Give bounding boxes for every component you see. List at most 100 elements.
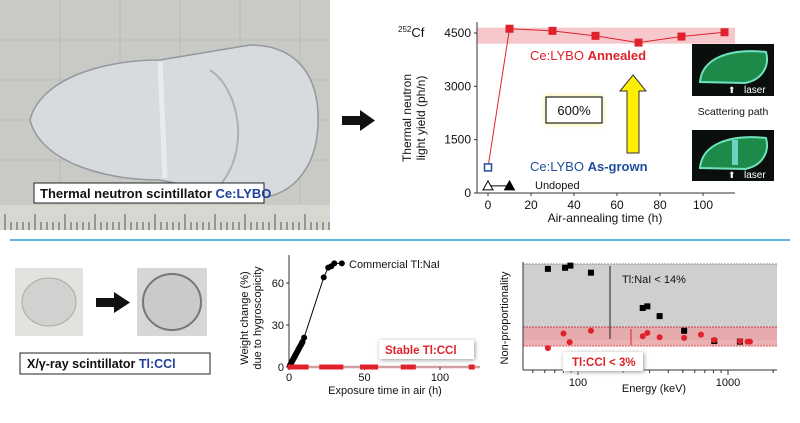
bottom-label-material: Tl:CCl — [139, 357, 176, 371]
ccl-point — [331, 364, 338, 370]
ccl-np-label: Tl:CCl < 3% — [572, 357, 636, 369]
c2-x-tick-label: 100 — [431, 372, 449, 384]
svg-text:X/γ-ray scintillator Tl:CCl: X/γ-ray scintillator Tl:CCl — [27, 357, 176, 371]
ccl-np-point — [639, 333, 646, 340]
light-yield-band — [477, 27, 735, 44]
c2-y-tick-label: 60 — [272, 278, 284, 290]
ccl-label: Stable Tl:CCl — [385, 345, 457, 357]
undoped-label: Undoped — [535, 180, 580, 192]
c1-y-tick-label: 4500 — [444, 26, 471, 40]
c3-y-label: Non-proportionality — [499, 271, 511, 364]
c1-x-tick-label: 100 — [693, 198, 713, 212]
ccl-np-box — [563, 352, 643, 371]
ccl-np-point — [736, 338, 743, 345]
bottom-label-prefix: X/γ-ray scintillator — [27, 357, 136, 371]
laser-label: laser — [744, 170, 766, 181]
ccl-point — [369, 364, 376, 370]
c3-x-tick-label: 100 — [569, 377, 587, 389]
ccl-point — [299, 364, 306, 370]
c1-y-label: Thermal neutronlight yield (ph/n) — [400, 74, 428, 162]
ccl-point — [400, 364, 407, 370]
c2-x-tick-label: 50 — [358, 372, 370, 384]
laser-label: laser — [744, 85, 766, 96]
nai-np-point — [656, 313, 663, 320]
ccl-np-point — [656, 334, 663, 341]
up-arrow-small-icon: ⬆ — [728, 85, 736, 95]
nai-point — [320, 274, 327, 281]
c1-x-tick-label: 20 — [524, 198, 538, 212]
annealed-point — [505, 24, 514, 33]
ccl-point — [302, 364, 309, 370]
ccl-point — [468, 364, 475, 370]
up-arrow-small-icon: ⬆ — [728, 170, 736, 180]
ccl-point — [363, 364, 370, 370]
ccl-point — [359, 364, 366, 370]
c1-x-tick-label: 80 — [653, 198, 667, 212]
nonproportionality-chart: 100 1000 Tl:NaI < 14% Tl:CCl < 3% Non-pro… — [499, 262, 777, 395]
up-arrow-icon — [618, 74, 648, 154]
ccl-point — [325, 364, 332, 370]
source-label: 252Cf — [398, 25, 425, 40]
ccl-point — [409, 364, 416, 370]
c1-x-tick-label: 0 — [485, 198, 492, 212]
ccl-point — [328, 364, 335, 370]
c2-y-label: Weight change (%)due to hygroscopicity — [239, 266, 264, 370]
hygroscopicity-chart: 0 50 100 0 30 60 Commercial Tl:NaI Stable Tl:… — [239, 255, 480, 397]
nai-np-point — [639, 304, 646, 311]
light-yield-chart: 0 20 40 60 80 100 0 1500 3000 4500 252Cf Ce:LYBO … — [398, 22, 774, 225]
nai-point — [301, 334, 308, 341]
ccl-point — [322, 364, 329, 370]
nai-np-point — [644, 303, 651, 310]
ccl-point — [287, 364, 294, 370]
svg-text:Thermal neutron scintillator C: Thermal neutron scintillator Ce:LYBO — [40, 186, 271, 201]
scattering-photo-1: laser ⬆ — [692, 44, 774, 96]
top-photo-label: Thermal neutron scintillator Ce:LYBO — [33, 182, 271, 204]
c1-x-tick-label: 40 — [567, 198, 581, 212]
top-label-prefix: Thermal neutron scintillator — [40, 186, 212, 201]
ccl-point — [372, 364, 379, 370]
ccl-point — [334, 364, 341, 370]
right-arrow-icon — [342, 110, 375, 131]
right-arrow-icon — [96, 292, 130, 313]
c1-x-tick-label: 60 — [610, 198, 624, 212]
nai-point — [331, 260, 338, 267]
c2-y-tick-label: 0 — [278, 362, 284, 374]
annealed-label: Ce:LYBO Annealed — [530, 48, 646, 63]
c3-x-tick-label: 1000 — [716, 377, 740, 389]
nai-np-point — [681, 327, 688, 334]
nai-np-point — [544, 265, 551, 272]
ccl-np-point — [644, 329, 651, 336]
tl-ccl-crystal-photo — [15, 268, 83, 336]
annealed-point — [677, 32, 686, 41]
annealed-point — [634, 38, 643, 47]
top-label-material: Ce:LYBO — [216, 186, 272, 201]
tl-ccl-polished-photo — [137, 268, 207, 336]
c2-y-tick-label: 30 — [272, 320, 284, 332]
ccl-point — [296, 364, 303, 370]
ccl-point — [293, 364, 300, 370]
asgrown-point — [483, 163, 493, 172]
nai-np-point — [562, 264, 569, 271]
c1-y-tick-label: 0 — [464, 186, 471, 200]
ccl-np-point — [566, 339, 573, 346]
increase-box — [545, 96, 603, 124]
nai-np-point — [567, 262, 574, 269]
c3-x-label: Energy (keV) — [622, 383, 686, 395]
scattering-photo-2: laser ⬆ — [692, 130, 774, 181]
c2-x-tick-label: 0 — [286, 372, 292, 384]
undoped-point — [503, 179, 516, 191]
c1-y-tick-label: 3000 — [444, 79, 471, 93]
c1-x-label: Air-annealing time (h) — [548, 211, 663, 225]
ccl-np-point — [711, 337, 718, 343]
annealed-point — [591, 31, 600, 40]
c1-y-tick-label: 1500 — [444, 133, 471, 147]
annealed-point — [720, 28, 729, 37]
ccl-point — [337, 364, 344, 370]
c2-x-label: Exposure time in air (h) — [328, 385, 442, 397]
scattering-label: Scattering path — [698, 106, 769, 118]
ccl-np-point — [587, 327, 594, 334]
asgrown-label: Ce:LYBO As-grown — [530, 159, 648, 174]
ccl-np-point — [560, 330, 567, 337]
